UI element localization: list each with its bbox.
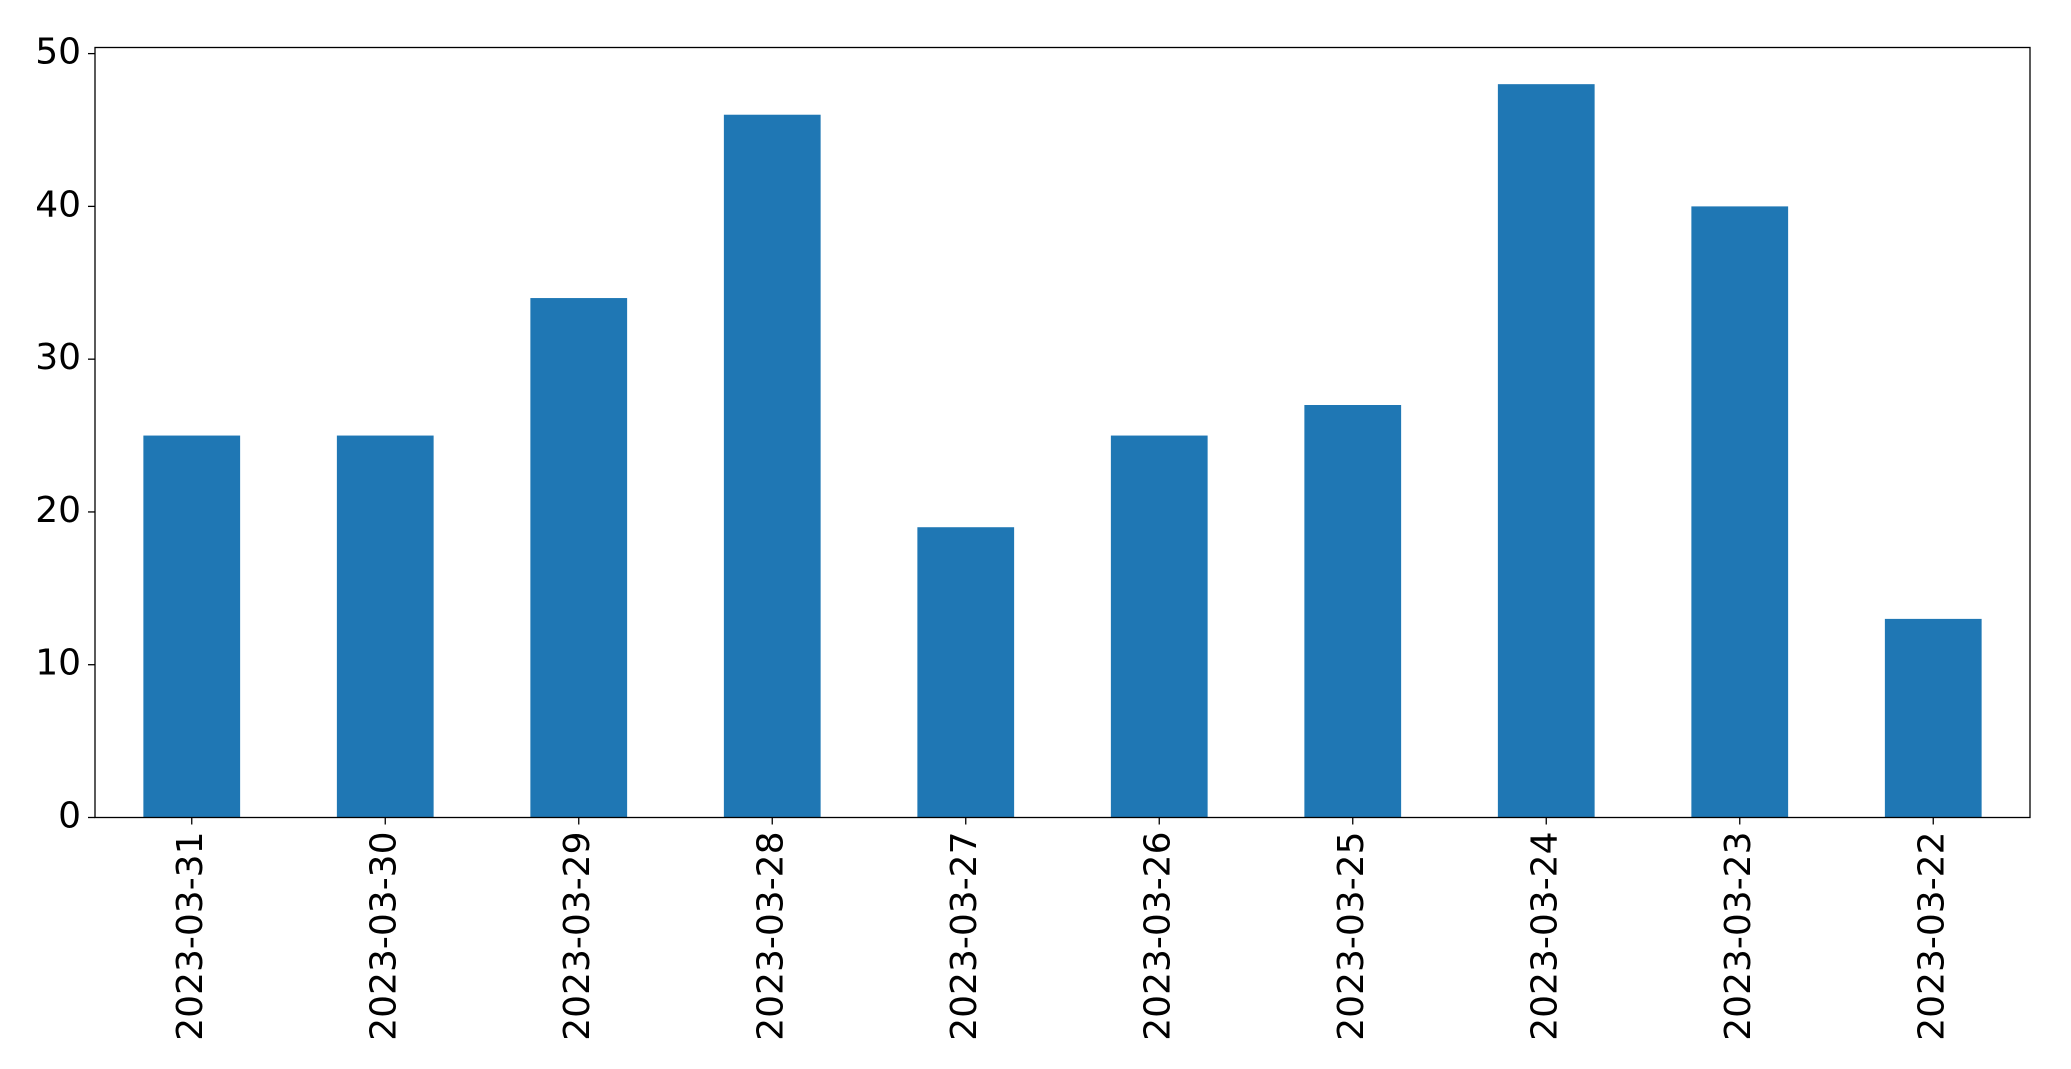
x-tick-label: 2023-03-25 xyxy=(1331,832,1372,1041)
bar xyxy=(1304,405,1402,818)
y-tick-label: 0 xyxy=(58,796,81,837)
x-tick-label: 2023-03-28 xyxy=(750,832,791,1041)
x-tick-label: 2023-03-26 xyxy=(1137,832,1178,1041)
bar xyxy=(1110,435,1208,818)
x-tick-label: 2023-03-24 xyxy=(1524,832,1565,1041)
y-tick-label: 20 xyxy=(35,490,81,531)
x-tick-label: 2023-03-23 xyxy=(1718,832,1759,1041)
bar xyxy=(1884,618,1982,818)
y-tick-label: 40 xyxy=(35,184,81,225)
bar xyxy=(1691,206,1789,818)
x-tick-label: 2023-03-22 xyxy=(1911,832,1952,1041)
bar xyxy=(917,527,1015,818)
plot-frame xyxy=(94,46,2031,819)
x-tick-label: 2023-03-31 xyxy=(170,832,211,1041)
y-tick-label: 10 xyxy=(35,643,81,684)
bar xyxy=(530,298,628,818)
bar xyxy=(1497,84,1595,818)
bar xyxy=(143,435,241,818)
x-tick-label: 2023-03-30 xyxy=(363,832,404,1041)
bar xyxy=(723,114,821,818)
bar xyxy=(336,435,434,818)
y-tick-label: 30 xyxy=(35,337,81,378)
y-tick-label: 50 xyxy=(35,32,81,73)
x-tick-label: 2023-03-29 xyxy=(557,832,598,1041)
x-tick-label: 2023-03-27 xyxy=(944,832,985,1041)
